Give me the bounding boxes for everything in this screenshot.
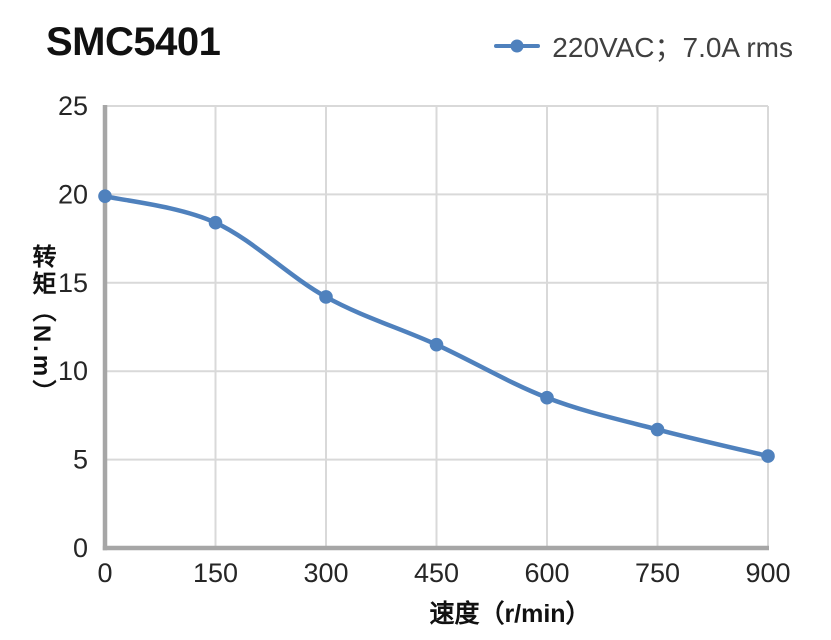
y-tick-label: 20 — [58, 179, 88, 209]
legend: 220VAC；7.0A rms — [494, 26, 793, 66]
chart-title: SMC5401 — [46, 20, 221, 64]
x-tick-label: 0 — [97, 558, 112, 588]
x-tick-label: 450 — [414, 558, 459, 588]
legend-marker-icon — [494, 39, 541, 53]
data-point — [429, 337, 444, 352]
x-tick-label: 900 — [745, 558, 790, 588]
y-axis-title: 转矩（N.m） — [28, 243, 55, 407]
data-point — [761, 449, 775, 463]
legend-dot — [510, 39, 524, 53]
x-tick-label: 600 — [524, 558, 569, 588]
y-tick-label: 25 — [58, 91, 88, 121]
data-point — [319, 290, 333, 304]
x-tick-label: 150 — [193, 558, 238, 588]
x-tick-label: 300 — [303, 558, 348, 588]
y-tick-label: 15 — [58, 268, 88, 298]
y-tick-label: 10 — [58, 356, 88, 386]
y-tick-label: 0 — [73, 533, 88, 563]
x-tick-label: 750 — [635, 558, 680, 588]
data-point — [208, 215, 223, 230]
data-point — [650, 422, 665, 437]
data-point — [98, 189, 112, 203]
data-point — [540, 390, 554, 405]
legend-label: 220VAC；7.0A rms — [552, 32, 793, 63]
y-tick-label: 5 — [73, 445, 88, 475]
x-axis-title: 速度（r/min） — [429, 600, 591, 628]
